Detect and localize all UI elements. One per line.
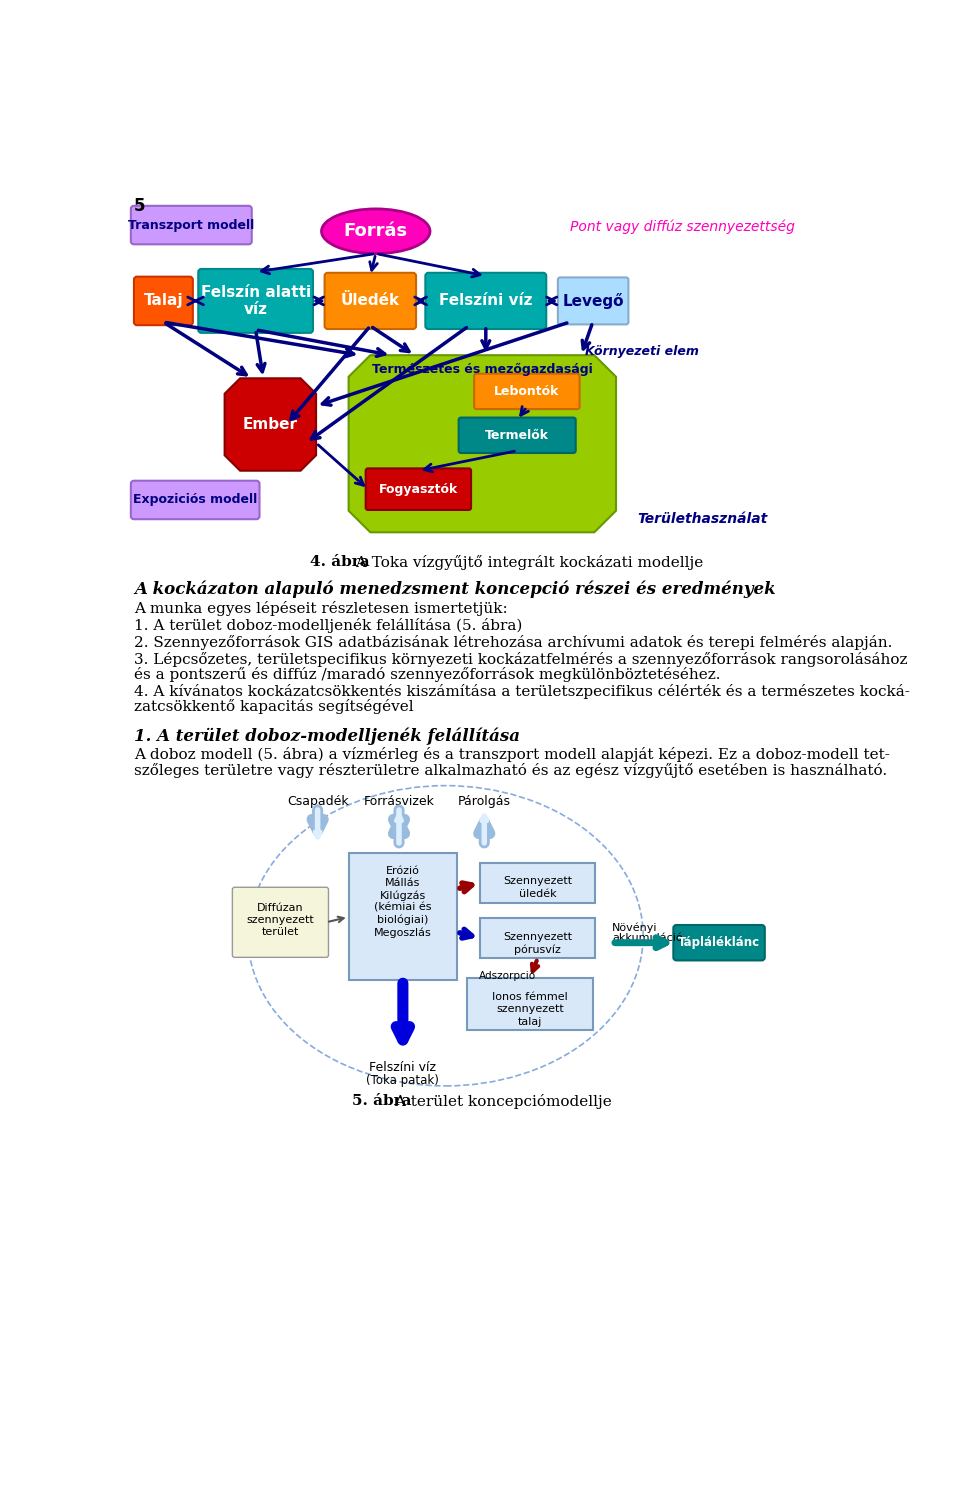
Text: Forrás: Forrás xyxy=(344,222,408,240)
Text: Levegő: Levegő xyxy=(563,293,624,308)
Text: A Toka vízgyűjtő integrált kockázati modellje: A Toka vízgyűjtő integrált kockázati mod… xyxy=(351,554,703,570)
Text: Transzport modell: Transzport modell xyxy=(129,219,254,232)
Text: Megoszlás: Megoszlás xyxy=(374,927,432,937)
Text: Szennyezett: Szennyezett xyxy=(503,933,572,942)
FancyBboxPatch shape xyxy=(366,469,471,510)
Text: Párolgás: Párolgás xyxy=(458,795,511,808)
Text: Üledék: Üledék xyxy=(341,293,400,308)
Text: Kilúgzás: Kilúgzás xyxy=(380,891,426,901)
Text: Mállás: Mállás xyxy=(385,879,420,888)
Text: Természetes és mezőgazdasági: Természetes és mezőgazdasági xyxy=(372,362,592,376)
Text: 4. ábra: 4. ábra xyxy=(310,554,370,569)
Text: 4. A kívánatos kockázatcsökkentés kiszámítása a területszpecifikus célérték és a: 4. A kívánatos kockázatcsökkentés kiszám… xyxy=(134,684,910,699)
Text: Diffúzan: Diffúzan xyxy=(257,903,303,913)
Text: (Toka patak): (Toka patak) xyxy=(367,1073,440,1087)
FancyBboxPatch shape xyxy=(459,418,576,454)
Text: 1. A terület doboz-modelljenék felállítása (5. ábra): 1. A terület doboz-modelljenék felállítá… xyxy=(134,618,522,633)
Text: üledék: üledék xyxy=(519,889,557,898)
Text: Forrásvizek: Forrásvizek xyxy=(364,795,435,808)
FancyBboxPatch shape xyxy=(232,888,328,958)
FancyBboxPatch shape xyxy=(474,374,580,409)
Text: és a pontszerű és diffúz /maradó szennyezőforrások megkülönböztetéséhez.: és a pontszerű és diffúz /maradó szennye… xyxy=(134,668,720,683)
Text: A terület koncepciómodellje: A terület koncepciómodellje xyxy=(390,1094,612,1109)
Text: A doboz modell (5. ábra) a vízmérleg és a transzport modell alapját képezi. Ez a: A doboz modell (5. ábra) a vízmérleg és … xyxy=(134,747,890,762)
Text: Adszorpció: Adszorpció xyxy=(479,970,537,981)
Text: (kémiai és: (kémiai és xyxy=(374,903,432,913)
Text: Ember: Ember xyxy=(243,418,298,433)
Text: 5: 5 xyxy=(134,196,146,214)
Text: Ionos fémmel: Ionos fémmel xyxy=(492,993,568,1001)
FancyBboxPatch shape xyxy=(468,978,592,1030)
Text: Erózió: Erózió xyxy=(386,865,420,876)
Text: zatcsökkentő kapacitás segítségével: zatcsökkentő kapacitás segítségével xyxy=(134,699,414,714)
Text: talaj: talaj xyxy=(517,1016,542,1027)
Text: Területhasználat: Területhasználat xyxy=(637,512,768,527)
Text: Expoziciós modell: Expoziciós modell xyxy=(133,494,257,506)
Text: Tápláléklánc: Tápláléklánc xyxy=(678,936,760,949)
FancyBboxPatch shape xyxy=(131,481,259,519)
FancyBboxPatch shape xyxy=(425,272,546,329)
Text: Környezeti elem: Környezeti elem xyxy=(585,346,699,358)
FancyBboxPatch shape xyxy=(673,925,765,961)
Text: szőleges területre vagy részterületre alkalmazható és az egész vízgyűjtő esetébe: szőleges területre vagy részterületre al… xyxy=(134,762,887,777)
FancyBboxPatch shape xyxy=(348,853,457,981)
Text: 5. ábra: 5. ábra xyxy=(352,1094,412,1108)
Text: A munka egyes lépéseit részletesen ismertetjük:: A munka egyes lépéseit részletesen ismer… xyxy=(134,600,508,615)
Text: Növényi: Növényi xyxy=(612,922,658,933)
Text: 1. A terület doboz-modelljenék felállítása: 1. A terület doboz-modelljenék felállítá… xyxy=(134,728,520,744)
Text: Csapadék: Csapadék xyxy=(287,795,348,808)
Text: Felszíni víz: Felszíni víz xyxy=(370,1061,437,1075)
FancyBboxPatch shape xyxy=(480,862,595,903)
FancyBboxPatch shape xyxy=(199,269,313,332)
Text: Fogyasztók: Fogyasztók xyxy=(379,482,458,496)
Text: szennyezett: szennyezett xyxy=(247,915,314,925)
Text: Felszíni víz: Felszíni víz xyxy=(439,293,533,308)
Text: Pont vagy diffúz szennyezettség: Pont vagy diffúz szennyezettség xyxy=(569,220,794,234)
Text: biológiai): biológiai) xyxy=(377,915,428,925)
FancyBboxPatch shape xyxy=(134,277,193,325)
Text: pórusvíz: pórusvíz xyxy=(515,945,562,955)
FancyBboxPatch shape xyxy=(480,918,595,958)
FancyBboxPatch shape xyxy=(324,272,416,329)
Text: akkumuláció: akkumuláció xyxy=(612,934,683,943)
Ellipse shape xyxy=(322,210,430,253)
FancyBboxPatch shape xyxy=(131,205,252,244)
Text: Felszín alatti
víz: Felszín alatti víz xyxy=(201,284,311,317)
Text: Lebontók: Lebontók xyxy=(494,385,560,398)
Text: Termelők: Termelők xyxy=(485,428,549,442)
FancyBboxPatch shape xyxy=(558,277,629,325)
Text: terület: terület xyxy=(262,927,300,937)
Text: 3. Lépcsőzetes, területspecifikus környezeti kockázatfelmérés a szennyezőforráso: 3. Lépcsőzetes, területspecifikus környe… xyxy=(134,651,907,666)
Text: szennyezett: szennyezett xyxy=(496,1004,564,1015)
Text: Talaj: Talaj xyxy=(144,293,183,308)
Polygon shape xyxy=(225,379,316,470)
Text: 2. Szennyezőforrások GIS adatbázisának létrehozása archívumi adatok és terepi fe: 2. Szennyezőforrások GIS adatbázisának l… xyxy=(134,635,893,650)
Text: Szennyezett: Szennyezett xyxy=(503,876,572,886)
Text: A kockázaton alapuló menedzsment koncepció részei és eredmények: A kockázaton alapuló menedzsment koncepc… xyxy=(134,581,776,599)
Polygon shape xyxy=(348,355,616,533)
